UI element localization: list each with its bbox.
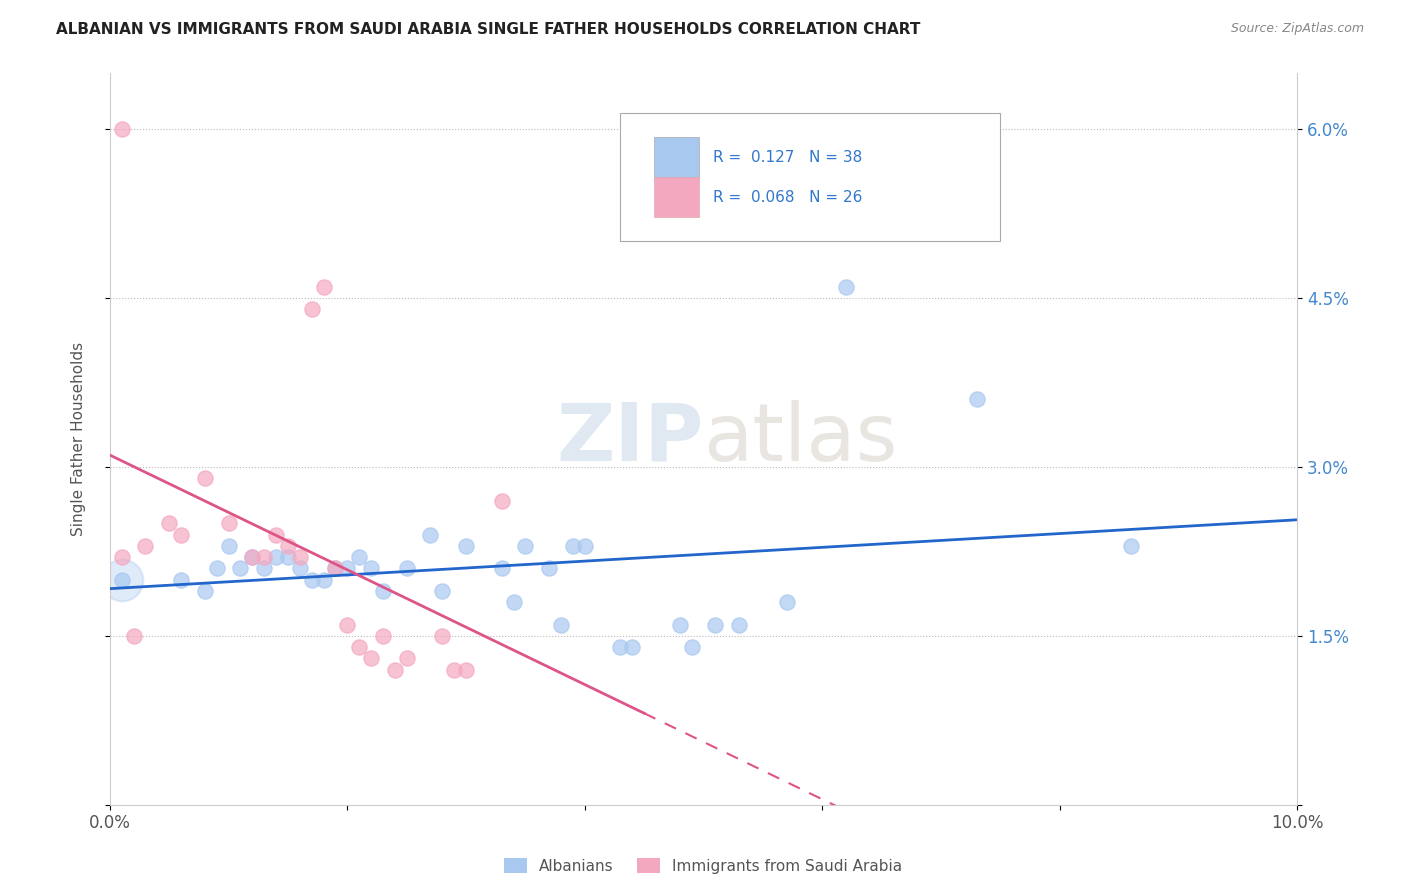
Point xyxy=(621,640,644,654)
Point xyxy=(253,549,276,564)
Point xyxy=(111,122,134,136)
Point xyxy=(550,617,572,632)
Point xyxy=(336,617,359,632)
Point xyxy=(561,539,583,553)
Point xyxy=(395,561,418,575)
Point xyxy=(288,561,311,575)
Point xyxy=(264,549,287,564)
Text: Source: ZipAtlas.com: Source: ZipAtlas.com xyxy=(1230,22,1364,36)
Point xyxy=(360,651,382,665)
Point xyxy=(966,392,988,407)
Point xyxy=(395,651,418,665)
Point xyxy=(170,527,193,541)
Point xyxy=(502,595,524,609)
Point xyxy=(347,640,370,654)
Point xyxy=(157,516,180,531)
Point xyxy=(681,640,703,654)
Point xyxy=(111,573,134,587)
Point xyxy=(454,663,477,677)
Point xyxy=(218,516,240,531)
Point xyxy=(277,539,299,553)
Point xyxy=(288,549,311,564)
Point xyxy=(775,595,797,609)
Y-axis label: Single Father Households: Single Father Households xyxy=(72,342,86,536)
Point xyxy=(111,573,134,587)
Point xyxy=(347,549,370,564)
Point xyxy=(609,640,631,654)
Bar xyxy=(654,177,699,217)
Point xyxy=(491,561,513,575)
Point xyxy=(194,471,217,485)
Point xyxy=(264,527,287,541)
Point xyxy=(443,663,465,677)
Point xyxy=(574,539,596,553)
Point xyxy=(336,561,359,575)
Point xyxy=(704,617,727,632)
Point xyxy=(668,617,690,632)
Point xyxy=(432,583,454,598)
Point xyxy=(371,629,394,643)
Bar xyxy=(654,137,699,178)
Point xyxy=(240,549,263,564)
Text: R =  0.068   N = 26: R = 0.068 N = 26 xyxy=(713,189,862,204)
Point xyxy=(419,527,441,541)
Point xyxy=(538,561,561,575)
Point xyxy=(218,539,240,553)
Text: ZIP: ZIP xyxy=(557,400,703,478)
Point xyxy=(194,583,217,598)
Text: ALBANIAN VS IMMIGRANTS FROM SAUDI ARABIA SINGLE FATHER HOUSEHOLDS CORRELATION CH: ALBANIAN VS IMMIGRANTS FROM SAUDI ARABIA… xyxy=(56,22,921,37)
Point xyxy=(240,549,263,564)
Point xyxy=(835,280,858,294)
Point xyxy=(454,539,477,553)
Point xyxy=(515,539,537,553)
Point xyxy=(371,583,394,598)
Point xyxy=(277,549,299,564)
Legend: Albanians, Immigrants from Saudi Arabia: Albanians, Immigrants from Saudi Arabia xyxy=(498,852,908,880)
Point xyxy=(205,561,228,575)
Point xyxy=(301,573,323,587)
Point xyxy=(325,561,347,575)
Point xyxy=(312,573,335,587)
Point xyxy=(325,561,347,575)
Point xyxy=(491,493,513,508)
Point xyxy=(134,539,156,553)
Point xyxy=(111,549,134,564)
Point xyxy=(728,617,751,632)
Text: R =  0.127   N = 38: R = 0.127 N = 38 xyxy=(713,150,862,165)
Point xyxy=(432,629,454,643)
Point xyxy=(301,302,323,317)
Point xyxy=(253,561,276,575)
Point xyxy=(122,629,145,643)
Point xyxy=(384,663,406,677)
FancyBboxPatch shape xyxy=(620,113,1000,241)
Text: atlas: atlas xyxy=(703,400,898,478)
Point xyxy=(312,280,335,294)
Point xyxy=(170,573,193,587)
Point xyxy=(360,561,382,575)
Point xyxy=(1119,539,1142,553)
Point xyxy=(229,561,252,575)
